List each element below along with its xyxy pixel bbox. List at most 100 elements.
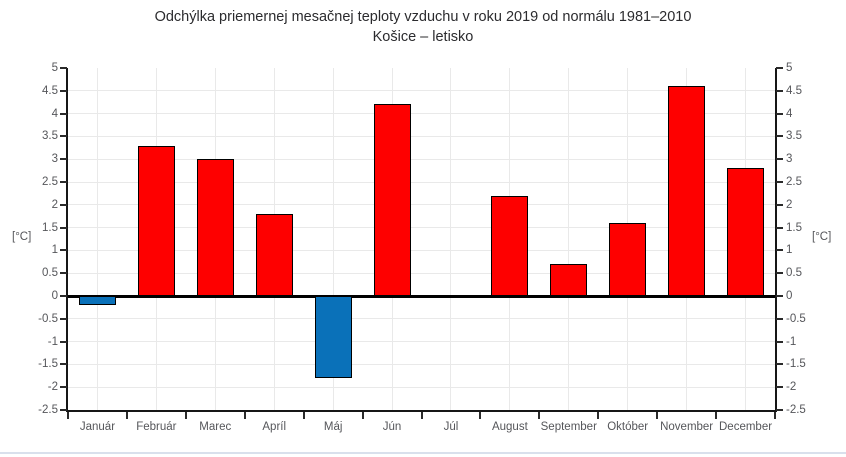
x-tick-label: Jún [382,421,402,433]
y-tick-label-left: 2.5 [42,176,58,188]
y-tick-label-right: -2 [786,381,797,394]
gridline-horizontal [68,181,775,183]
y-tick-label-right: 2.5 [786,176,802,188]
y-axis-line-left [66,68,68,410]
bar-december [727,168,765,296]
bar-jún [373,104,411,296]
y-tick-right [776,295,783,297]
y-axis-unit-right: [°C] [812,231,832,243]
y-tick-left [60,340,67,343]
gridline-vertical [332,68,334,410]
gridline-horizontal [68,249,775,251]
y-tick-label-right: 3 [786,153,793,166]
x-tick [302,412,305,419]
x-tick [774,412,776,419]
x-tick [479,412,482,419]
bar-február [137,145,175,296]
y-tick-left [60,249,67,252]
y-tick-right [776,249,783,252]
y-tick-left [60,112,67,115]
bar-máj [314,296,352,379]
y-tick-label-right: 0 [786,290,793,302]
x-tick [538,412,541,419]
y-tick-label-left: -1.5 [38,358,58,371]
y-tick-left [60,89,67,92]
x-tick-label: Máj [323,421,343,433]
gridline-horizontal [68,341,775,343]
chart-header: Odchýlka priemernej mesačnej teploty vzd… [0,7,846,47]
x-tick [715,412,718,419]
x-tick [67,412,69,419]
y-tick-label-left: 3 [51,153,58,166]
gridline-horizontal [68,363,775,365]
y-tick-left [60,203,67,206]
y-tick-label-left: 0.5 [42,267,58,280]
x-tick [597,412,600,419]
zero-baseline [68,294,775,298]
y-tick-label-right: 4 [786,107,793,120]
x-tick-label: Október [607,421,649,433]
plot-area [66,68,777,412]
y-tick-label-right: 5 [786,62,793,74]
window-bottom-edge [0,452,846,454]
x-tick-label: Júl [443,421,459,433]
y-tick-label-left: 0 [51,290,58,302]
y-axis-line-right [775,68,777,410]
bar-september [550,264,588,296]
y-axis-unit-left: [°C] [12,231,32,243]
bar-január [78,296,116,306]
y-tick-right [776,67,783,69]
y-tick-right [776,363,783,366]
gridline-horizontal [68,386,775,388]
y-tick-right [776,340,783,343]
gridline-horizontal [68,227,775,229]
gridline-horizontal [68,272,775,274]
x-tick-label: Február [136,421,177,433]
x-axis-line [66,410,777,412]
x-tick [125,412,128,419]
bar-október [609,223,647,296]
y-tick-left [60,181,67,183]
y-tick-right [776,317,783,320]
gridline-horizontal [68,113,775,115]
y-tick-label-right: -0.5 [786,312,806,325]
y-tick-label-right: -1 [786,335,797,348]
y-tick-right [776,203,783,206]
y-tick-label-right: 1.5 [786,221,802,234]
bar-august [491,195,529,296]
y-tick-left [60,226,67,229]
bar-marec [196,159,234,296]
y-tick-label-right: -2.5 [786,404,806,416]
y-tick-label-left: 3.5 [42,130,58,143]
y-tick-right [776,181,783,183]
y-tick-left [60,135,67,138]
x-tick-label: Apríl [262,421,287,433]
y-tick-label-left: 2 [51,198,58,211]
y-tick-right [776,112,783,115]
y-tick-left [60,272,67,275]
y-tick-left [60,317,67,320]
y-tick-left [60,295,67,297]
y-tick-label-left: -2.5 [38,404,58,416]
y-tick-label-left: 4 [51,107,58,120]
y-tick-label-right: -1.5 [786,358,806,371]
y-tick-label-left: -2 [47,381,58,394]
x-tick [656,412,659,419]
gridline-horizontal [68,318,775,320]
y-tick-label-left: -0.5 [38,312,58,325]
y-tick-right [776,158,783,161]
y-tick-left [60,158,67,161]
x-tick [420,412,423,419]
y-tick-right [776,89,783,92]
y-tick-right [776,409,783,411]
gridline-vertical [96,68,98,410]
x-tick-label: Marec [199,421,232,433]
y-tick-right [776,135,783,138]
x-tick-label: December [719,421,773,433]
y-tick-label-left: 5 [51,62,58,74]
gridline-vertical [450,68,452,410]
x-tick-label: Január [79,421,116,433]
y-tick-right [776,226,783,229]
chart-title: Odchýlka priemernej mesačnej teploty vzd… [154,9,692,25]
